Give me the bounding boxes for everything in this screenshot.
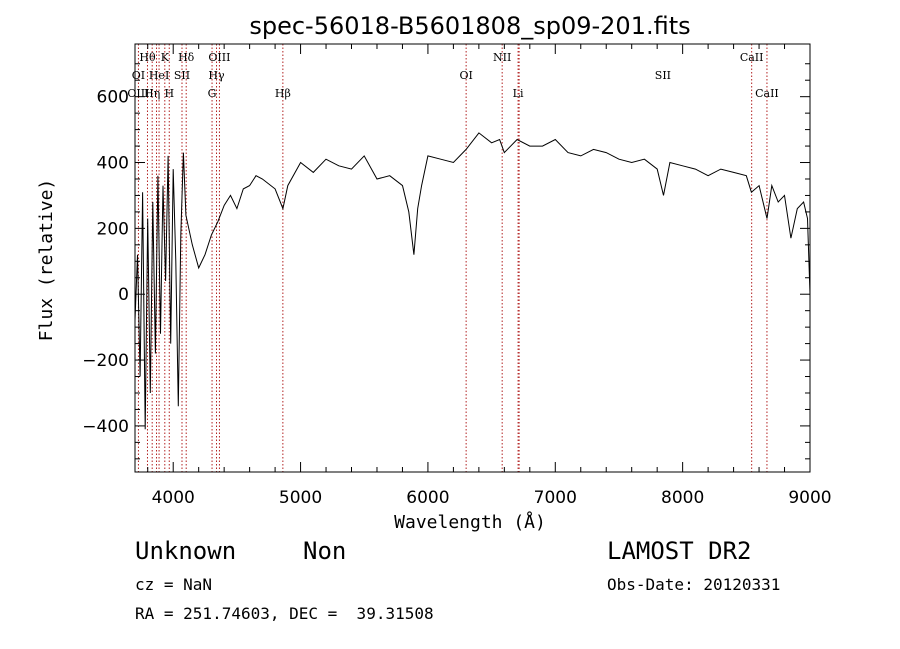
marker-label: NII — [493, 51, 511, 64]
x-tick-label: 5000 — [279, 488, 322, 508]
chart-title: spec-56018-B5601808_sp09-201.fits — [249, 12, 690, 40]
plot-frame — [134, 43, 811, 473]
obs-date: Obs-Date: 20120331 — [607, 575, 781, 594]
y-tick-label: 400 — [97, 154, 129, 174]
x-axis-ticks: 4000 5000 6000 7000 8000 9000 — [147, 44, 832, 508]
marker-label: Hδ — [178, 51, 195, 64]
marker-label: OIII — [208, 51, 230, 64]
x-tick-label: 7000 — [534, 488, 577, 508]
y-axis-ticks: −400 −200 0 200 400 600 — [82, 63, 810, 460]
marker-label: HeI — [149, 69, 169, 82]
ra-dec-coordinates: RA = 251.74603, DEC = 39.31508 — [135, 604, 434, 623]
survey-name: LAMOST DR2 — [607, 537, 752, 565]
y-tick-label: 0 — [118, 285, 129, 305]
marker-label: OI — [459, 69, 472, 82]
x-axis-label: Wavelength (Å) — [394, 511, 546, 533]
marker-label: CaII — [755, 87, 779, 100]
redshift-cz: cz = NaN — [135, 575, 213, 594]
y-axis-label: Flux (relative) — [36, 179, 57, 342]
marker-label: K — [161, 51, 170, 64]
x-tick-label: 9000 — [788, 488, 831, 508]
y-tick-label: 600 — [97, 88, 129, 108]
marker-label: SII — [174, 69, 190, 82]
marker-label: SII — [655, 69, 671, 82]
marker-label: Hη — [144, 87, 160, 100]
classification: Unknown — [135, 537, 237, 565]
spectrum-chart: spec-56018-B5601808_sp09-201.fits Hθ K Hδ O… — [36, 12, 832, 533]
x-tick-label: 8000 — [661, 488, 704, 508]
y-tick-label: −200 — [82, 351, 129, 371]
y-tick-label: −400 — [82, 417, 129, 437]
marker-label: Hθ — [139, 51, 156, 64]
marker-label: CaII — [740, 51, 764, 64]
series-line-flux — [134, 132, 811, 430]
marker-label: Hγ — [208, 69, 225, 82]
y-tick-label: 200 — [97, 219, 129, 239]
flux-series — [134, 132, 811, 430]
marker-label: G — [208, 87, 217, 100]
subclass: Non — [303, 537, 347, 565]
x-tick-label: 6000 — [406, 488, 449, 508]
marker-label: Li — [513, 87, 524, 100]
marker-label: Hβ — [275, 87, 291, 100]
x-tick-label: 4000 — [152, 488, 195, 508]
marker-label: H — [164, 87, 174, 100]
